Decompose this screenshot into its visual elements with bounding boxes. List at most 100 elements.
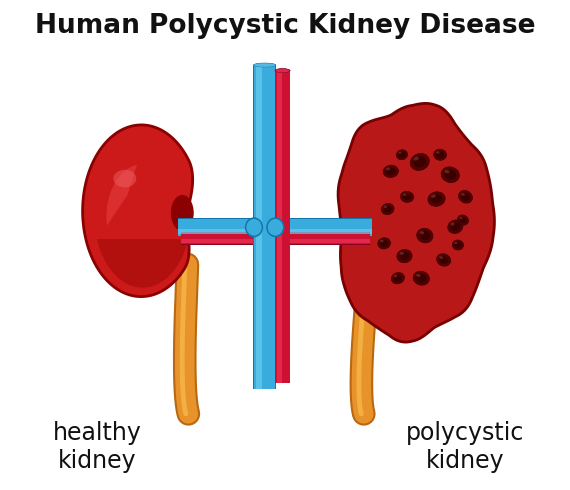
Ellipse shape [445,170,450,173]
Bar [275,71,290,383]
Ellipse shape [431,195,436,198]
Ellipse shape [439,256,448,264]
Ellipse shape [461,193,470,201]
Bar [178,218,254,236]
Text: Human Polycystic Kidney Disease: Human Polycystic Kidney Disease [35,13,535,39]
Ellipse shape [437,254,451,266]
Bar [181,231,276,245]
Bar [275,229,372,234]
Ellipse shape [414,157,419,161]
Ellipse shape [400,252,409,260]
Ellipse shape [254,63,275,67]
Ellipse shape [386,168,396,175]
Bar [275,218,372,236]
Ellipse shape [434,149,446,160]
Ellipse shape [452,240,463,250]
Bar [289,240,370,243]
Bar [289,232,370,245]
Ellipse shape [275,69,290,73]
Ellipse shape [459,217,466,223]
Ellipse shape [275,69,290,73]
Ellipse shape [378,238,390,249]
Ellipse shape [386,168,390,171]
Bar [181,232,276,245]
Ellipse shape [380,240,384,243]
Ellipse shape [436,151,439,154]
Ellipse shape [454,242,462,248]
Polygon shape [338,103,494,342]
Bar [289,240,370,243]
Bar [278,71,282,383]
Ellipse shape [275,69,290,73]
Ellipse shape [253,63,276,67]
Ellipse shape [381,203,394,215]
Ellipse shape [428,192,445,206]
Ellipse shape [416,274,421,277]
Ellipse shape [416,274,426,283]
Ellipse shape [394,275,397,277]
Circle shape [268,219,283,236]
Bar [181,240,276,243]
Bar [289,231,370,245]
Bar [275,218,372,236]
Ellipse shape [254,63,275,67]
Ellipse shape [397,249,412,263]
Bar [289,232,370,245]
Ellipse shape [420,231,430,240]
Bar [181,232,276,245]
Polygon shape [107,165,137,225]
Ellipse shape [420,231,424,234]
Polygon shape [97,239,188,288]
Bar [278,71,282,383]
Ellipse shape [253,63,276,67]
Bar [254,65,275,389]
Bar [178,219,254,236]
Ellipse shape [384,205,392,213]
Ellipse shape [401,191,414,202]
Ellipse shape [396,150,408,160]
Ellipse shape [459,217,462,219]
Polygon shape [83,125,193,296]
Ellipse shape [383,165,398,177]
Ellipse shape [400,252,404,255]
Ellipse shape [384,205,387,208]
Bar [275,71,290,383]
Ellipse shape [113,170,136,187]
Bar [178,229,254,234]
Bar [253,65,276,389]
Ellipse shape [392,272,405,284]
Ellipse shape [417,228,433,243]
Ellipse shape [380,240,388,247]
Ellipse shape [410,153,429,171]
Ellipse shape [431,195,442,204]
Bar [275,229,372,234]
Ellipse shape [403,194,406,196]
Ellipse shape [171,195,194,231]
Bar [178,219,254,236]
Bar [289,231,370,245]
Ellipse shape [398,151,401,154]
Bar [256,65,262,389]
Ellipse shape [403,193,412,200]
Ellipse shape [414,156,426,168]
Ellipse shape [450,222,455,225]
Ellipse shape [458,191,473,203]
Ellipse shape [394,274,402,282]
Bar [181,231,276,245]
Bar [253,65,276,389]
Ellipse shape [445,170,456,180]
Ellipse shape [275,69,290,73]
Ellipse shape [450,222,460,231]
Circle shape [266,218,284,237]
Bar [178,218,254,236]
Bar [181,240,276,243]
Bar [256,65,262,389]
Text: healthy
kidney: healthy kidney [52,421,141,473]
Bar [275,71,290,383]
Text: polycystic
kidney: polycystic kidney [406,421,525,473]
Ellipse shape [454,242,458,244]
Ellipse shape [458,215,469,225]
Ellipse shape [439,256,443,259]
Bar [254,65,275,389]
Ellipse shape [461,193,465,196]
